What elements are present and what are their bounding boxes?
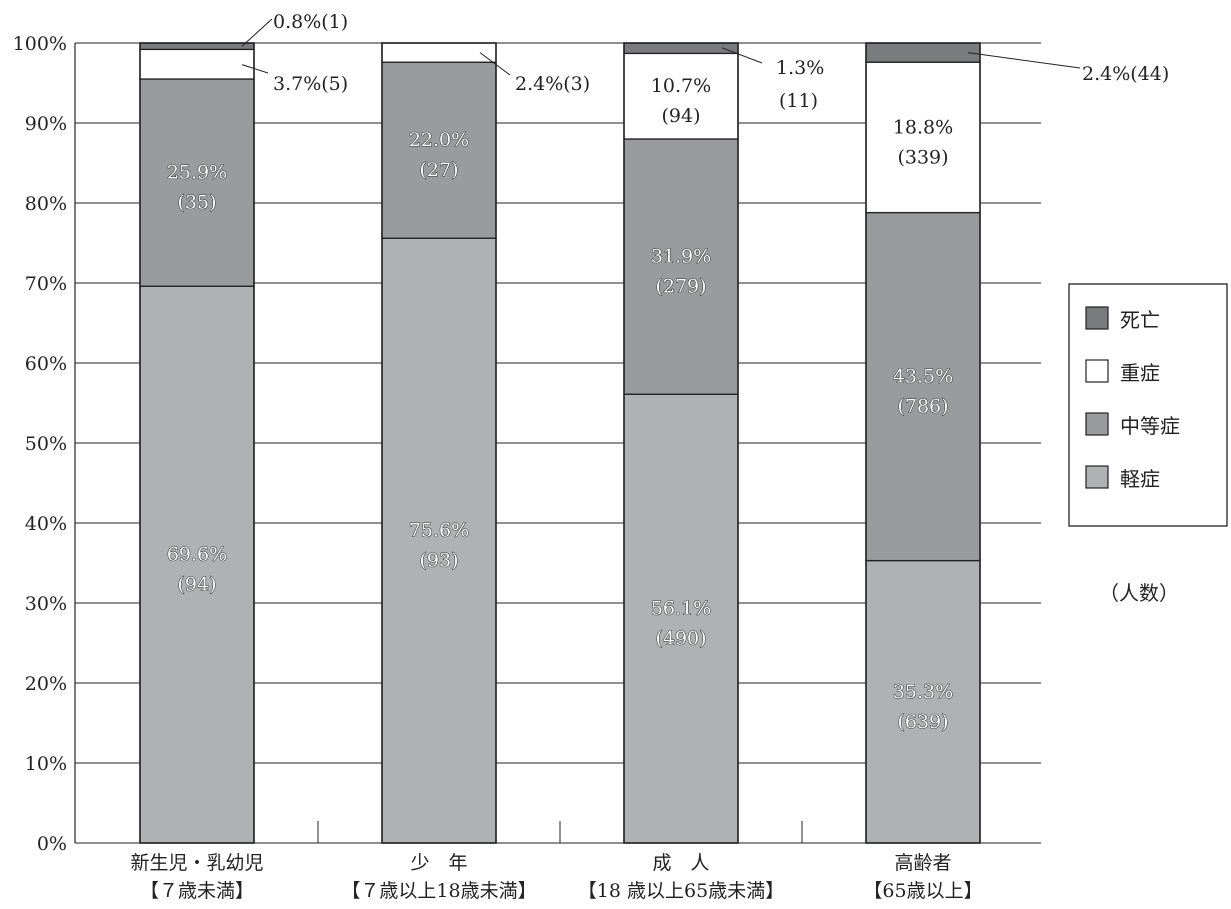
segment-label-count: (94) <box>661 105 700 127</box>
segment-label-percent: 25.9% <box>167 162 227 184</box>
bar-segment <box>865 61 981 214</box>
segment-label-percent: 56.1% <box>651 598 711 620</box>
y-tick-label: 30% <box>25 593 67 615</box>
callout-label: 2.4%(3) <box>515 73 590 95</box>
segment-label-count: (639) <box>897 711 948 733</box>
y-tick-label: 100% <box>13 33 67 55</box>
y-tick-label: 80% <box>25 193 67 215</box>
bar-segment <box>381 61 497 239</box>
x-category-label: 高齢者 <box>894 852 951 874</box>
bar-segment <box>623 42 739 55</box>
x-category-sublabel: 【７歳未満】 <box>140 880 254 902</box>
legend-swatch <box>1085 359 1109 383</box>
y-tick-label: 90% <box>25 113 67 135</box>
callout-line <box>479 52 511 76</box>
segment-label-count: (35) <box>177 192 216 214</box>
bar-segment <box>623 138 739 395</box>
legend-label: 中等症 <box>1120 414 1180 438</box>
x-category-sublabel: 【18 歳以上65歳未満】 <box>578 880 784 902</box>
y-tick-label: 20% <box>25 673 67 695</box>
callout-label: 3.7%(5) <box>273 73 348 95</box>
y-tick-label: 10% <box>25 753 67 775</box>
y-tick-label: 60% <box>25 353 67 375</box>
segment-label-percent: 35.3% <box>893 681 953 703</box>
y-tick-label: 0% <box>37 833 67 855</box>
segment-label-count: (339) <box>897 146 948 168</box>
bar-segment <box>865 559 981 844</box>
x-category-label: 成 人 <box>652 852 709 874</box>
bar-outline <box>381 42 497 844</box>
legend-swatch <box>1085 465 1109 489</box>
x-category-sublabel: 【65歳以上】 <box>863 880 982 902</box>
segment-label-count: (279) <box>655 276 706 298</box>
y-tick-label: 50% <box>25 433 67 455</box>
legend-label: 重症 <box>1120 361 1160 385</box>
bar-segment <box>865 42 981 63</box>
legend-swatch <box>1085 412 1109 436</box>
x-category-label: 少 年 <box>410 852 467 874</box>
x-category-sublabel: 【７歳以上18歳未満】 <box>341 880 536 902</box>
callout-line <box>241 64 269 74</box>
bar-segment <box>381 42 497 63</box>
bar-segment <box>139 285 255 844</box>
legend-label: 死亡 <box>1120 308 1160 332</box>
segment-label-count: (786) <box>897 396 948 418</box>
callout-label: 0.8%(1) <box>273 11 348 33</box>
callout-line <box>967 52 1081 69</box>
segment-label-percent: 43.5% <box>893 366 953 388</box>
bar-outline <box>623 42 739 844</box>
segment-label-count: (27) <box>419 159 458 181</box>
segment-label-percent: 22.0% <box>409 129 469 151</box>
segment-label-count: (94) <box>177 574 216 596</box>
segment-label-count: (93) <box>419 550 458 572</box>
x-category-label: 新生児・乳幼児 <box>130 852 263 874</box>
legend-label: 軽症 <box>1120 467 1160 491</box>
callout-line <box>721 47 763 64</box>
segment-label-percent: 18.8% <box>893 116 953 138</box>
segment-label-count: (490) <box>655 628 706 650</box>
segment-label-percent: 69.6% <box>167 544 227 566</box>
unit-note: （人数） <box>1099 581 1179 605</box>
bar-segment <box>139 48 255 80</box>
callout-label: 1.3% <box>776 57 824 79</box>
bar-outline <box>865 42 981 844</box>
bar-outline <box>139 42 255 844</box>
segment-label-percent: 10.7% <box>651 75 711 97</box>
segment-label-percent: 75.6% <box>409 520 469 542</box>
callout-label: 2.4%(44) <box>1082 63 1169 85</box>
bar-segment <box>865 211 981 562</box>
callout-line <box>241 18 273 47</box>
y-tick-label: 40% <box>25 513 67 535</box>
bar-segment <box>139 42 255 51</box>
segment-label-percent: 31.9% <box>651 246 711 268</box>
callout-label: (11) <box>779 90 818 112</box>
y-tick-label: 70% <box>25 273 67 295</box>
legend-swatch <box>1085 306 1109 330</box>
